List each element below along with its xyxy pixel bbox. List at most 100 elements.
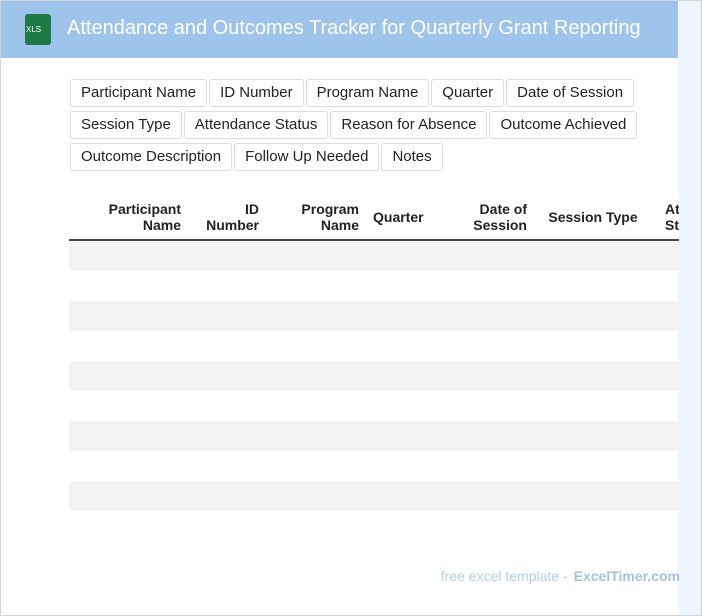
table-cell — [367, 451, 431, 481]
field-tags: Participant Name ID Number Program Name Qua… — [70, 79, 650, 175]
table-cell — [267, 240, 367, 271]
table-cell — [189, 481, 267, 511]
table-row — [69, 391, 679, 421]
field-tag: Quarter — [431, 79, 505, 107]
field-tag: Attendance Status — [183, 111, 329, 139]
table-cell — [267, 361, 367, 391]
table-cell — [367, 481, 431, 511]
table-cell — [189, 391, 267, 421]
table-cell — [651, 361, 679, 391]
table-cell — [189, 451, 267, 481]
column-header: Quarter — [367, 195, 431, 241]
table-cell — [431, 271, 535, 301]
table-cell — [431, 331, 535, 361]
column-header: Program Name — [267, 195, 367, 241]
table-wrapper: Participant Name ID Number Program Name Qua… — [69, 195, 679, 541]
table-row — [69, 301, 679, 331]
table-cell — [189, 240, 267, 271]
table-cell — [431, 511, 535, 541]
table-cell — [367, 331, 431, 361]
table-row — [69, 271, 679, 301]
file-icon: XLS — [25, 14, 51, 45]
field-tag: Outcome Achieved — [489, 111, 638, 139]
table-cell — [431, 421, 535, 451]
table-cell — [431, 481, 535, 511]
table-cell — [651, 511, 679, 541]
footer: free excel template - ExcelTimer.com — [441, 568, 680, 584]
table-cell — [189, 421, 267, 451]
field-tag: Session Type — [70, 111, 182, 139]
field-tag: Program Name — [305, 79, 430, 107]
header: XLS Attendance and Outcomes Tracker for … — [1, 1, 678, 58]
title: Attendance and Outcomes Tracker for Quar… — [67, 17, 641, 39]
table-cell — [431, 391, 535, 421]
table-cell — [535, 361, 651, 391]
table-cell — [267, 301, 367, 331]
table-cell — [535, 331, 651, 361]
table-cell — [367, 240, 431, 271]
table-row — [69, 240, 679, 271]
table-cell — [69, 451, 189, 481]
side-strip — [678, 1, 701, 615]
table-cell — [535, 451, 651, 481]
column-header: Date of Session — [431, 195, 535, 241]
table-cell — [267, 331, 367, 361]
table-cell — [651, 331, 679, 361]
table-cell — [651, 451, 679, 481]
table-cell — [651, 240, 679, 271]
table-cell — [267, 481, 367, 511]
field-tag: Outcome Description — [70, 143, 233, 171]
table-cell — [431, 301, 535, 331]
table-cell — [267, 451, 367, 481]
field-tag: ID Number — [209, 79, 304, 107]
table-cell — [367, 361, 431, 391]
table-cell — [69, 481, 189, 511]
table-cell — [535, 421, 651, 451]
table-cell — [69, 271, 189, 301]
table-header: Participant Name ID Number Program Name Qua… — [69, 195, 679, 241]
table-row — [69, 421, 679, 451]
table-cell — [69, 421, 189, 451]
table-row — [69, 451, 679, 481]
table-row — [69, 361, 679, 391]
table-cell — [267, 421, 367, 451]
table-cell — [367, 421, 431, 451]
table-cell — [535, 511, 651, 541]
table-cell — [189, 361, 267, 391]
table-cell — [651, 391, 679, 421]
column-header: Participant Name — [69, 195, 189, 241]
icon-label: XLS — [26, 25, 42, 34]
table: Participant Name ID Number Program Name Qua… — [69, 195, 679, 541]
column-header: Attendance Status — [651, 195, 679, 241]
table-cell — [189, 511, 267, 541]
table-row — [69, 511, 679, 541]
field-tag: Date of Session — [506, 79, 635, 107]
table-cell — [189, 271, 267, 301]
table-cell — [69, 240, 189, 271]
table-cell — [69, 391, 189, 421]
field-tag: Reason for Absence — [330, 111, 488, 139]
table-cell — [189, 331, 267, 361]
table-cell — [651, 421, 679, 451]
table-cell — [367, 301, 431, 331]
field-tag: Follow Up Needed — [234, 143, 380, 171]
field-tag: Notes — [381, 143, 443, 171]
table-cell — [431, 240, 535, 271]
table-cell — [69, 331, 189, 361]
footer-link[interactable]: ExcelTimer.com — [573, 568, 680, 584]
table-cell — [431, 451, 535, 481]
table-cell — [535, 391, 651, 421]
table-cell — [535, 240, 651, 271]
table-cell — [535, 481, 651, 511]
column-header: ID Number — [189, 195, 267, 241]
table-cell — [431, 361, 535, 391]
table-cell — [367, 271, 431, 301]
table-cell — [367, 391, 431, 421]
footer-text: free excel template - — [440, 568, 568, 584]
field-tag: Participant Name — [70, 79, 208, 107]
table-row — [69, 481, 679, 511]
table-cell — [69, 511, 189, 541]
table-cell — [651, 271, 679, 301]
table-cell — [535, 301, 651, 331]
